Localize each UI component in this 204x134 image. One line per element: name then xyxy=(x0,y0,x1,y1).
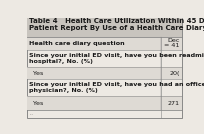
Bar xyxy=(27,67,182,79)
Bar xyxy=(27,37,182,50)
Text: Yes: Yes xyxy=(29,71,44,76)
Text: Since your initial ED visit, have you had an office visit with a
physician?, No.: Since your initial ED visit, have you ha… xyxy=(29,82,204,93)
Text: Health care diary question: Health care diary question xyxy=(29,41,125,46)
Text: Table 4   Health Care Utilization Within 45 Days of the Emerg: Table 4 Health Care Utilization Within 4… xyxy=(29,18,204,24)
Text: = 41: = 41 xyxy=(164,43,180,48)
Text: ...: ... xyxy=(29,112,33,116)
Text: Since your initial ED visit, have you been readmitted to the
hospital?, No. (%): Since your initial ED visit, have you be… xyxy=(29,53,204,64)
Text: 20(: 20( xyxy=(169,71,180,76)
Text: Yes: Yes xyxy=(29,101,44,106)
Bar xyxy=(27,96,182,110)
Text: Patient Report By Use of a Health Care Diary: Patient Report By Use of a Health Care D… xyxy=(29,25,204,31)
Text: Dec: Dec xyxy=(167,38,180,43)
Bar xyxy=(27,18,182,37)
Text: 271: 271 xyxy=(168,101,180,106)
